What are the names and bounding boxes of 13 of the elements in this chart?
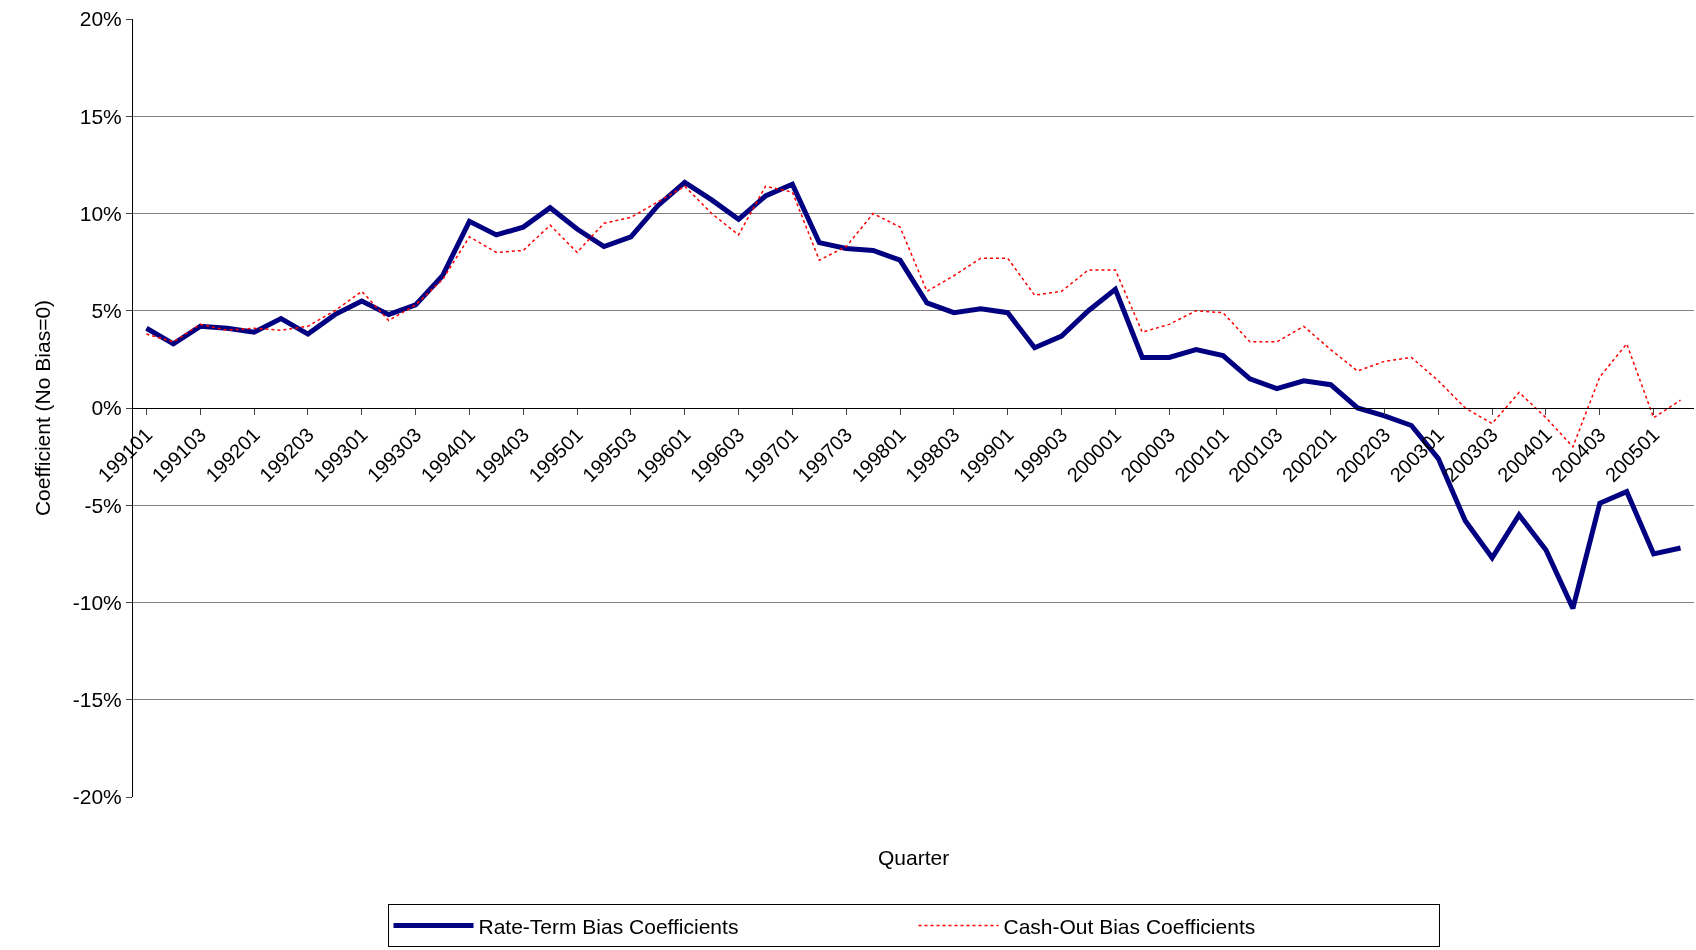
y-tick-label: 10% — [79, 201, 122, 225]
y-tick-label: -20% — [72, 785, 122, 809]
y-tick-label: 0% — [91, 396, 122, 420]
y-tick-label: -5% — [84, 493, 122, 517]
legend-label: Rate-Term Bias Coefficients — [478, 914, 739, 938]
y-tick-label: 5% — [91, 299, 122, 323]
y-tick-label: 20% — [79, 7, 122, 31]
legend-label: Cash-Out Bias Coefficients — [1003, 914, 1256, 938]
y-axis-title: Coefficient (No Bias=0) — [30, 299, 54, 517]
y-tick-label: -15% — [72, 688, 122, 712]
x-axis-title: Quarter — [878, 846, 950, 869]
y-tick-label: 15% — [79, 104, 122, 128]
y-tick-label: -10% — [72, 590, 122, 614]
